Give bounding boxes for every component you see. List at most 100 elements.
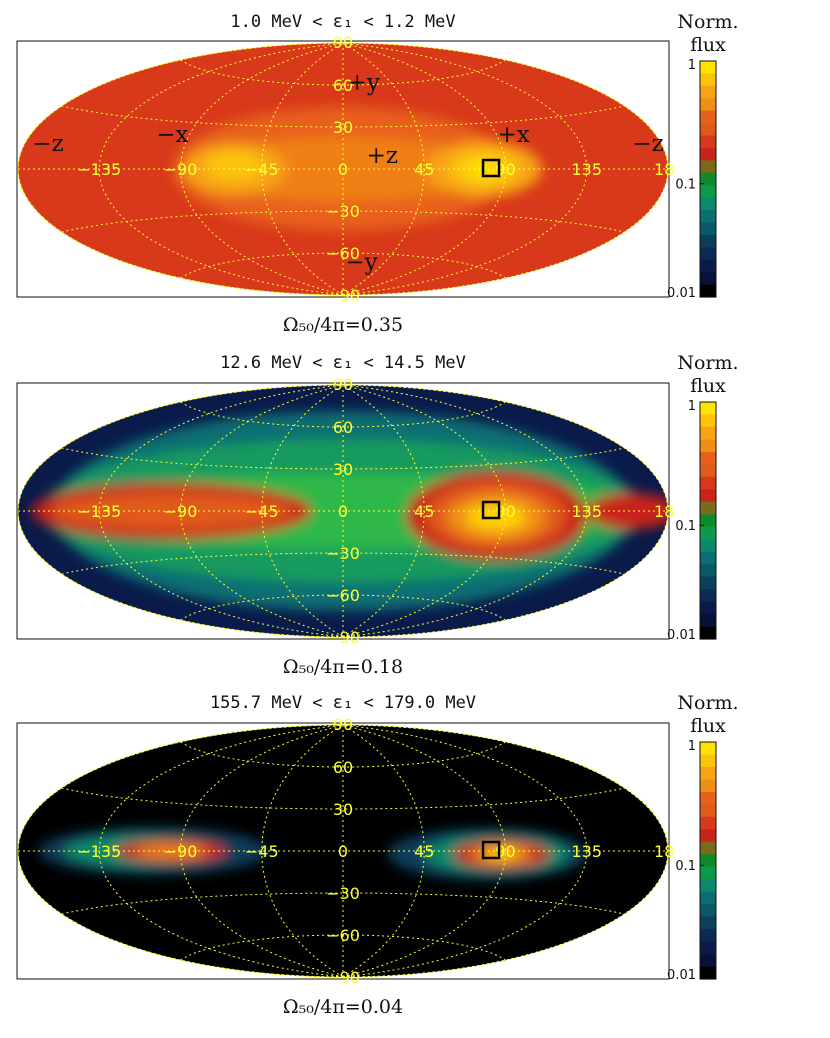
longitude-label: 18 (654, 160, 674, 179)
target-marker (481, 840, 501, 860)
flux-contour (51, 493, 292, 529)
latitude-label: −90 (326, 286, 360, 305)
longitude-label: −45 (245, 842, 279, 861)
target-marker (481, 158, 501, 178)
latitude-label: 30 (333, 460, 353, 479)
map-outline (17, 384, 669, 638)
omega-fraction-label: Ω₅₀/4π=0.04 (283, 996, 403, 1018)
colorbar-segment (700, 464, 716, 478)
colorbar-segment (700, 601, 716, 615)
latitude-label: 30 (333, 118, 353, 137)
longitude-label: −90 (164, 502, 198, 521)
colorbar-segment (700, 804, 716, 818)
longitude-label: 90 (495, 842, 515, 861)
colorbar-segment (700, 626, 716, 640)
latitude-label: −60 (326, 926, 360, 945)
colorbar-segment (700, 247, 716, 261)
colorbar-segment (700, 489, 716, 503)
colorbar-segment (700, 854, 716, 868)
colorbar-segment (700, 85, 716, 99)
colorbar-frame (699, 60, 717, 298)
longitude-label: 45 (414, 842, 434, 861)
map-outline (17, 42, 669, 296)
colorbar-tick-label: 0.1 (675, 178, 696, 193)
colorbar-segment (700, 210, 716, 224)
colorbar-tick-label: 1 (688, 58, 696, 73)
colorbar-segment (700, 197, 716, 211)
colorbar-segment (700, 904, 716, 918)
colorbar-segment (700, 916, 716, 930)
parallel-line (61, 787, 625, 810)
colorbar-title: Norm. (677, 692, 738, 714)
map-panel-3: 155.7 MeV < ε₁ < 179.0 MeV −135 −90 −45 0 45 9… (16, 692, 739, 1018)
parallel-line (180, 252, 506, 279)
flux-contour (487, 849, 516, 860)
axis-direction-label: −z (32, 131, 63, 157)
latitude-label: −60 (326, 586, 360, 605)
colorbar-segment (700, 501, 716, 515)
latitude-label: −30 (326, 202, 360, 221)
longitude-label: 0 (338, 842, 348, 861)
colorbar-segment (700, 879, 716, 893)
axis-direction-label: +y (348, 70, 380, 96)
colorbar-segment (700, 284, 716, 298)
colorbar-title: flux (690, 715, 726, 737)
flux-contour (136, 844, 207, 858)
colorbar-segment (700, 61, 716, 75)
colorbar-tick-label: 0.1 (675, 519, 696, 534)
longitude-label: −135 (77, 842, 121, 861)
latitude-label: −30 (326, 884, 360, 903)
colorbar-tick-label: 0.01 (667, 286, 696, 301)
colorbar: Norm.flux 1 0.1 0.01 (667, 11, 739, 301)
longitude-label: 90 (495, 502, 515, 521)
map-panel-2: 12.6 MeV < ε₁ < 14.5 MeV −135 −90 −45 0 45 90 1… (16, 352, 739, 678)
parallel-line (180, 594, 506, 621)
colorbar-segment (700, 426, 716, 441)
colorbar-tick-label: 0.1 (675, 859, 696, 874)
colorbar-segment (700, 222, 716, 236)
latitude-label: 90 (333, 715, 353, 734)
colorbar-segment (700, 135, 716, 149)
colorbar-segment (700, 841, 716, 855)
flux-contour (204, 151, 265, 182)
omega-fraction-label: Ω₅₀/4π=0.35 (283, 314, 403, 336)
latitude-label: 30 (333, 800, 353, 819)
panels: 1.0 MeV < ε₁ < 1.2 MeV −135 −90 −45 0 45 90 135… (16, 11, 739, 1018)
map-panel-1: 1.0 MeV < ε₁ < 1.2 MeV −135 −90 −45 0 45 90 135… (16, 11, 739, 336)
latitude-label: 90 (333, 33, 353, 52)
longitude-label: −135 (77, 160, 121, 179)
axis-direction-label: −x (156, 122, 188, 148)
colorbar-title: Norm. (677, 11, 738, 33)
longitude-label: −135 (77, 502, 121, 521)
colorbar: Norm.flux 1 0.1 0.01 (667, 352, 739, 643)
colorbar-segment (700, 564, 716, 578)
colorbar-segment (700, 514, 716, 528)
colorbar-tick-label: 1 (688, 399, 696, 414)
colorbar-segment (700, 272, 716, 286)
parallel-line (61, 447, 625, 470)
longitude-label: −45 (245, 502, 279, 521)
axis-direction-label: −y (345, 250, 377, 276)
meridian-line (261, 384, 344, 638)
parallel-line (61, 892, 625, 915)
longitude-label: 45 (414, 160, 434, 179)
colorbar-segment (700, 160, 716, 174)
colorbar-segment (700, 110, 716, 124)
panel-title: 12.6 MeV < ε₁ < 14.5 MeV (220, 353, 466, 373)
colorbar-segment (700, 766, 716, 781)
colorbar-frame (699, 401, 717, 640)
longitude-label: −90 (164, 160, 198, 179)
parallel-line (180, 59, 506, 86)
colorbar-segment (700, 98, 716, 112)
meridian-line (261, 724, 344, 978)
longitude-label: 135 (571, 842, 602, 861)
axis-direction-label: −z (632, 131, 663, 157)
map-outline (17, 724, 669, 978)
parallel-line (61, 210, 625, 233)
axis-direction-label: +z (367, 143, 398, 169)
colorbar-segment (700, 185, 716, 199)
colorbar-segment (700, 829, 716, 843)
parallel-line (180, 401, 506, 428)
longitude-label: 0 (338, 502, 348, 521)
longitude-label: 45 (414, 502, 434, 521)
